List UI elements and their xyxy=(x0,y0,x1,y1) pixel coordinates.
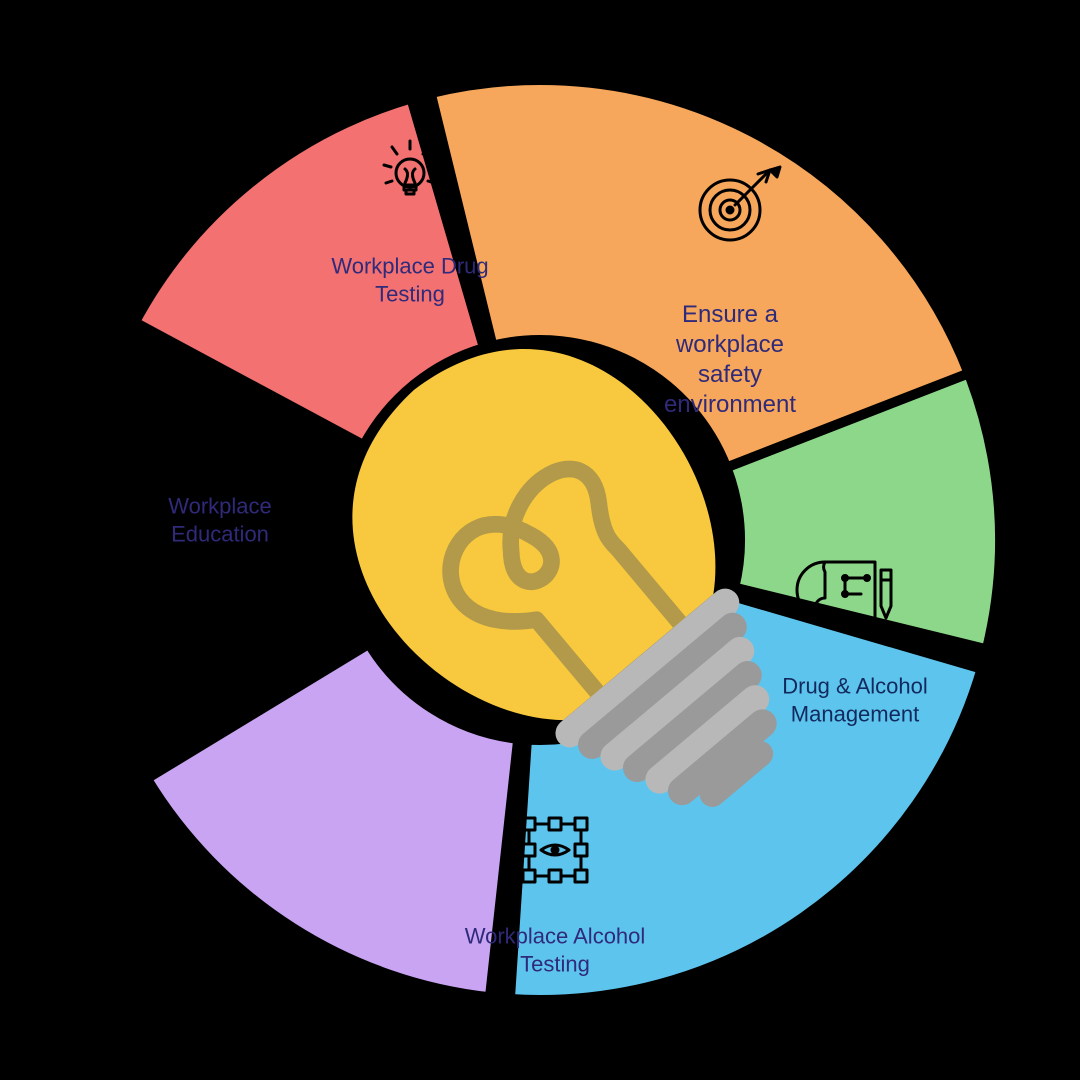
infographic-stage: Ensure a workplace safety environment Dru… xyxy=(0,0,1080,1080)
label-alcohol-testing: Workplace Alcohol Testing xyxy=(465,923,646,978)
wheel-svg xyxy=(0,0,1080,1080)
label-drug-testing: Workplace Drug Testing xyxy=(331,253,488,308)
segment-alcohol-testing xyxy=(147,644,518,998)
label-education: Workplace Education xyxy=(168,493,272,548)
label-safety: Ensure a workplace safety environment xyxy=(664,300,796,420)
label-management: Drug & Alcohol Management xyxy=(782,673,928,728)
hand-point-icon xyxy=(200,386,240,448)
